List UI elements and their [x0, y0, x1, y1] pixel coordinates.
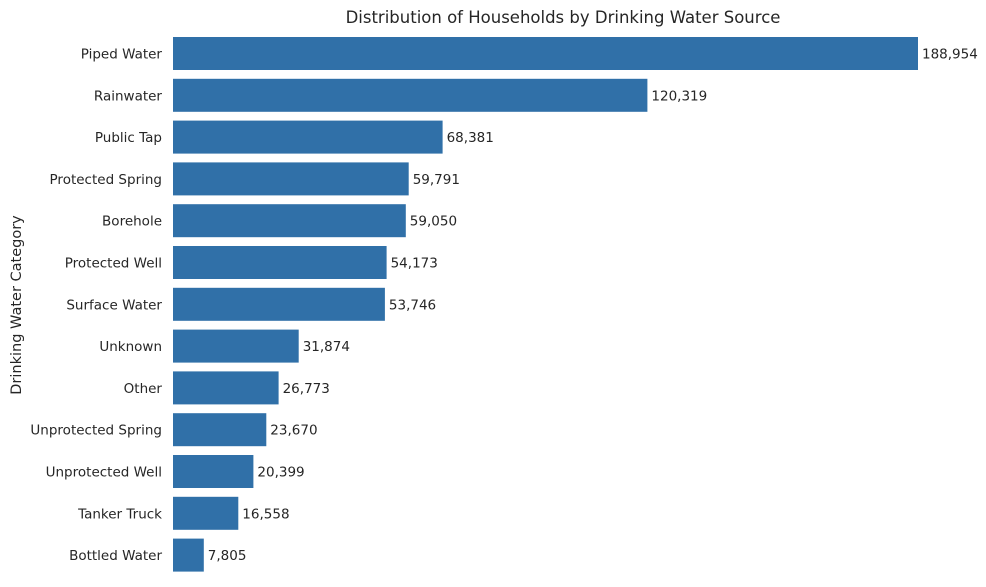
bar [173, 120, 443, 154]
data-label: 53,746 [389, 297, 436, 313]
bar [173, 496, 239, 530]
y-tick-label: Bottled Water [69, 548, 162, 564]
data-label: 59,791 [413, 172, 460, 188]
bar [173, 413, 267, 447]
bar [173, 78, 648, 112]
y-tick-labels: Piped Water Rainwater Public Tap Protected … [30, 47, 162, 565]
bar [173, 37, 918, 70]
bars-group [173, 37, 918, 572]
y-tick-label: Unprotected Spring [30, 423, 162, 439]
data-label: 7,805 [208, 548, 247, 564]
y-tick-label: Protected Spring [50, 172, 162, 188]
data-label: 188,954 [922, 47, 978, 63]
data-label: 120,319 [651, 88, 707, 104]
y-tick-label: Tanker Truck [77, 506, 162, 522]
bar [173, 329, 299, 363]
data-label: 26,773 [283, 381, 330, 397]
y-tick-label: Other [124, 381, 163, 397]
y-tick-label: Rainwater [94, 88, 163, 104]
bar [173, 371, 279, 405]
y-axis-label: Drinking Water Category [9, 215, 25, 395]
bar [173, 246, 387, 279]
y-tick-label: Unknown [99, 339, 162, 355]
data-label: 23,670 [270, 423, 317, 439]
chart-title: Distribution of Households by Drinking W… [346, 8, 781, 27]
data-label: 16,558 [242, 506, 289, 522]
y-tick-label: Unprotected Well [46, 465, 162, 481]
bar [173, 204, 406, 238]
data-label: 59,050 [410, 214, 457, 230]
y-tick-label: Surface Water [66, 297, 162, 313]
y-tick-label: Protected Well [65, 256, 162, 272]
data-label: 31,874 [303, 339, 350, 355]
y-tick-label: Piped Water [81, 47, 163, 63]
data-labels: 188,954 120,319 68,381 59,791 59,050 54,173 53… [208, 47, 978, 565]
y-tick-label: Borehole [102, 214, 162, 230]
data-label: 20,399 [257, 465, 304, 481]
bar [173, 162, 409, 196]
data-label: 68,381 [447, 130, 494, 146]
bar [173, 538, 204, 572]
bar [173, 455, 254, 488]
bar [173, 287, 385, 321]
data-label: 54,173 [391, 256, 438, 272]
y-tick-label: Public Tap [95, 130, 162, 146]
